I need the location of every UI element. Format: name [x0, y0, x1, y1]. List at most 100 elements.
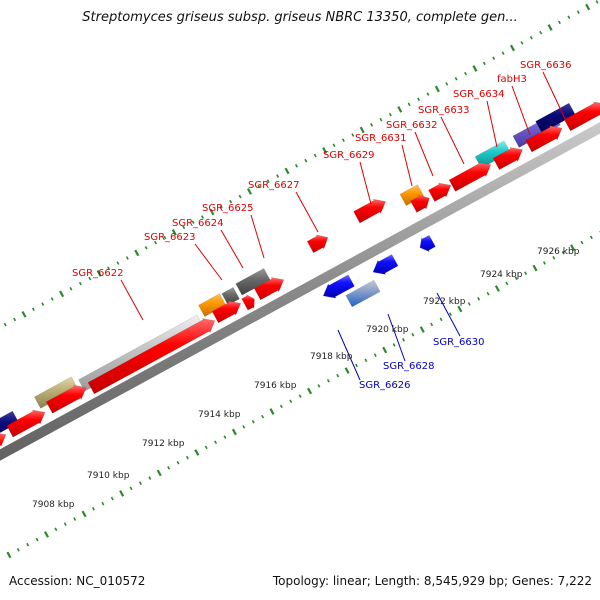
tick-mark-forward — [50, 297, 54, 301]
tick-mark-reverse — [16, 548, 20, 552]
gene-arrow-forward[interactable] — [306, 234, 329, 254]
tick-mark-reverse — [44, 531, 49, 538]
gene-label-forward[interactable]: SGR_6634 — [453, 89, 505, 100]
callout-line-forward — [295, 191, 319, 233]
gene-label-forward[interactable]: SGR_6632 — [386, 120, 438, 131]
callout-line-forward — [250, 214, 265, 259]
sequence-backbone — [0, 122, 600, 461]
gene-label-forward[interactable]: SGR_6633 — [418, 105, 470, 116]
tick-mark-forward — [246, 188, 252, 195]
gene-arrow-reverse[interactable] — [372, 254, 399, 275]
tick-mark-reverse — [561, 250, 565, 255]
gene-arrow-forward[interactable] — [492, 146, 523, 171]
tick-mark-reverse — [589, 235, 593, 240]
gene-box-gray[interactable] — [221, 286, 240, 306]
gene-arrow-forward[interactable] — [45, 384, 87, 414]
scale-label: 7922 kbp — [423, 297, 466, 307]
tick-mark-forward — [539, 30, 543, 35]
tick-mark-forward — [69, 286, 73, 291]
callout-line-forward — [414, 131, 434, 177]
tick-mark-reverse — [63, 522, 67, 526]
tick-mark-forward — [116, 261, 120, 265]
gene-arrow-forward[interactable] — [211, 300, 242, 324]
tick-mark-forward — [31, 307, 35, 312]
tick-mark-forward — [13, 317, 17, 322]
callout-line-forward — [220, 229, 244, 269]
gene-arrow-forward[interactable] — [563, 101, 600, 132]
gene-arrow-forward[interactable] — [353, 198, 387, 224]
gene-label-forward[interactable]: SGR_6622 — [72, 268, 124, 279]
tick-mark-forward — [171, 229, 177, 236]
gene-label-forward[interactable]: SGR_6623 — [144, 232, 196, 243]
gene-features[interactable] — [0, 101, 600, 462]
scale-label: 7912 kbp — [142, 439, 185, 449]
gene-label-forward[interactable]: SGR_6631 — [355, 133, 407, 144]
gene-arrow-forward[interactable] — [410, 194, 430, 213]
tick-mark-reverse — [430, 322, 434, 327]
tick-mark-forward — [322, 147, 328, 154]
tick-mark-forward — [21, 311, 27, 318]
gene-arrow-forward[interactable] — [448, 161, 492, 192]
tick-mark-reverse — [317, 384, 321, 388]
gene-box-orange[interactable] — [399, 184, 425, 207]
tick-mark-reverse — [514, 276, 518, 281]
topology-summary: Topology: linear; Length: 8,545,929 bp; … — [272, 574, 592, 588]
tick-mark-forward — [595, 0, 599, 4]
gene-label-reverse[interactable]: SGR_6626 — [359, 380, 411, 391]
tick-mark-reverse — [185, 455, 189, 460]
tick-mark-reverse — [261, 414, 265, 419]
tick-mark-reverse — [223, 435, 227, 439]
tick-mark-reverse — [138, 481, 142, 486]
gene-arrow-reverse[interactable] — [419, 234, 436, 253]
tick-mark-reverse — [251, 419, 255, 424]
tick-mark-forward — [257, 184, 261, 189]
scale-label: 7926 kbp — [537, 247, 580, 257]
tick-mark-reverse — [289, 399, 293, 404]
callout-line-reverse — [436, 292, 461, 337]
gene-arrow-forward[interactable] — [525, 125, 563, 153]
gene-arrow-forward[interactable] — [241, 293, 255, 311]
tick-mark-reverse — [542, 261, 546, 265]
gene-label-reverse[interactable]: SGR_6628 — [383, 361, 435, 372]
tick-mark-forward — [284, 167, 290, 175]
tick-mark-forward — [359, 126, 365, 134]
gene-label-forward[interactable]: SGR_6624 — [172, 218, 224, 229]
gene-arrow-forward[interactable] — [428, 182, 452, 202]
tick-mark-forward — [351, 133, 355, 137]
gene-arrow-forward[interactable] — [87, 318, 216, 395]
tick-mark-forward — [464, 71, 468, 76]
gene-label-forward[interactable]: SGR_6627 — [248, 180, 300, 191]
gene-label-forward[interactable]: SGR_6629 — [323, 150, 375, 161]
gene-label-forward[interactable]: SGR_6625 — [202, 203, 254, 214]
gene-arrow-forward[interactable] — [6, 409, 46, 438]
tick-mark-forward — [96, 270, 102, 277]
tick-mark-reverse — [156, 469, 162, 477]
tick-mark-forward — [229, 199, 233, 204]
tick-mark-reverse — [364, 358, 368, 363]
gene-arrow-forward[interactable] — [0, 432, 7, 461]
label-callout-lines — [120, 71, 567, 381]
tick-mark-reverse — [214, 440, 218, 445]
scale-label: 7910 kbp — [87, 471, 130, 481]
gene-label-forward[interactable]: fabH3 — [497, 74, 527, 85]
backbone-bar — [0, 122, 600, 461]
gene-arrow-reverse[interactable] — [322, 274, 355, 299]
tick-mark-forward — [266, 179, 270, 183]
tick-mark-forward — [576, 10, 580, 14]
tick-mark-reverse — [448, 312, 452, 316]
tick-mark-reverse — [73, 517, 77, 521]
tick-mark-forward — [426, 92, 430, 96]
tick-mark-reverse — [532, 264, 538, 272]
tick-mark-reverse — [167, 466, 171, 470]
gene-box-steel[interactable] — [345, 279, 381, 308]
gene-label-reverse[interactable]: SGR_6630 — [433, 337, 485, 348]
tick-mark-forward — [585, 3, 591, 11]
tick-mark-forward — [379, 117, 383, 122]
tick-mark-forward — [304, 158, 308, 163]
gene-label-forward[interactable]: SGR_6636 — [520, 60, 572, 71]
tick-mark-reverse — [119, 490, 125, 497]
tick-mark-forward — [397, 106, 403, 113]
tick-mark-reverse — [6, 551, 12, 559]
gene-arrow-forward[interactable] — [253, 277, 285, 301]
